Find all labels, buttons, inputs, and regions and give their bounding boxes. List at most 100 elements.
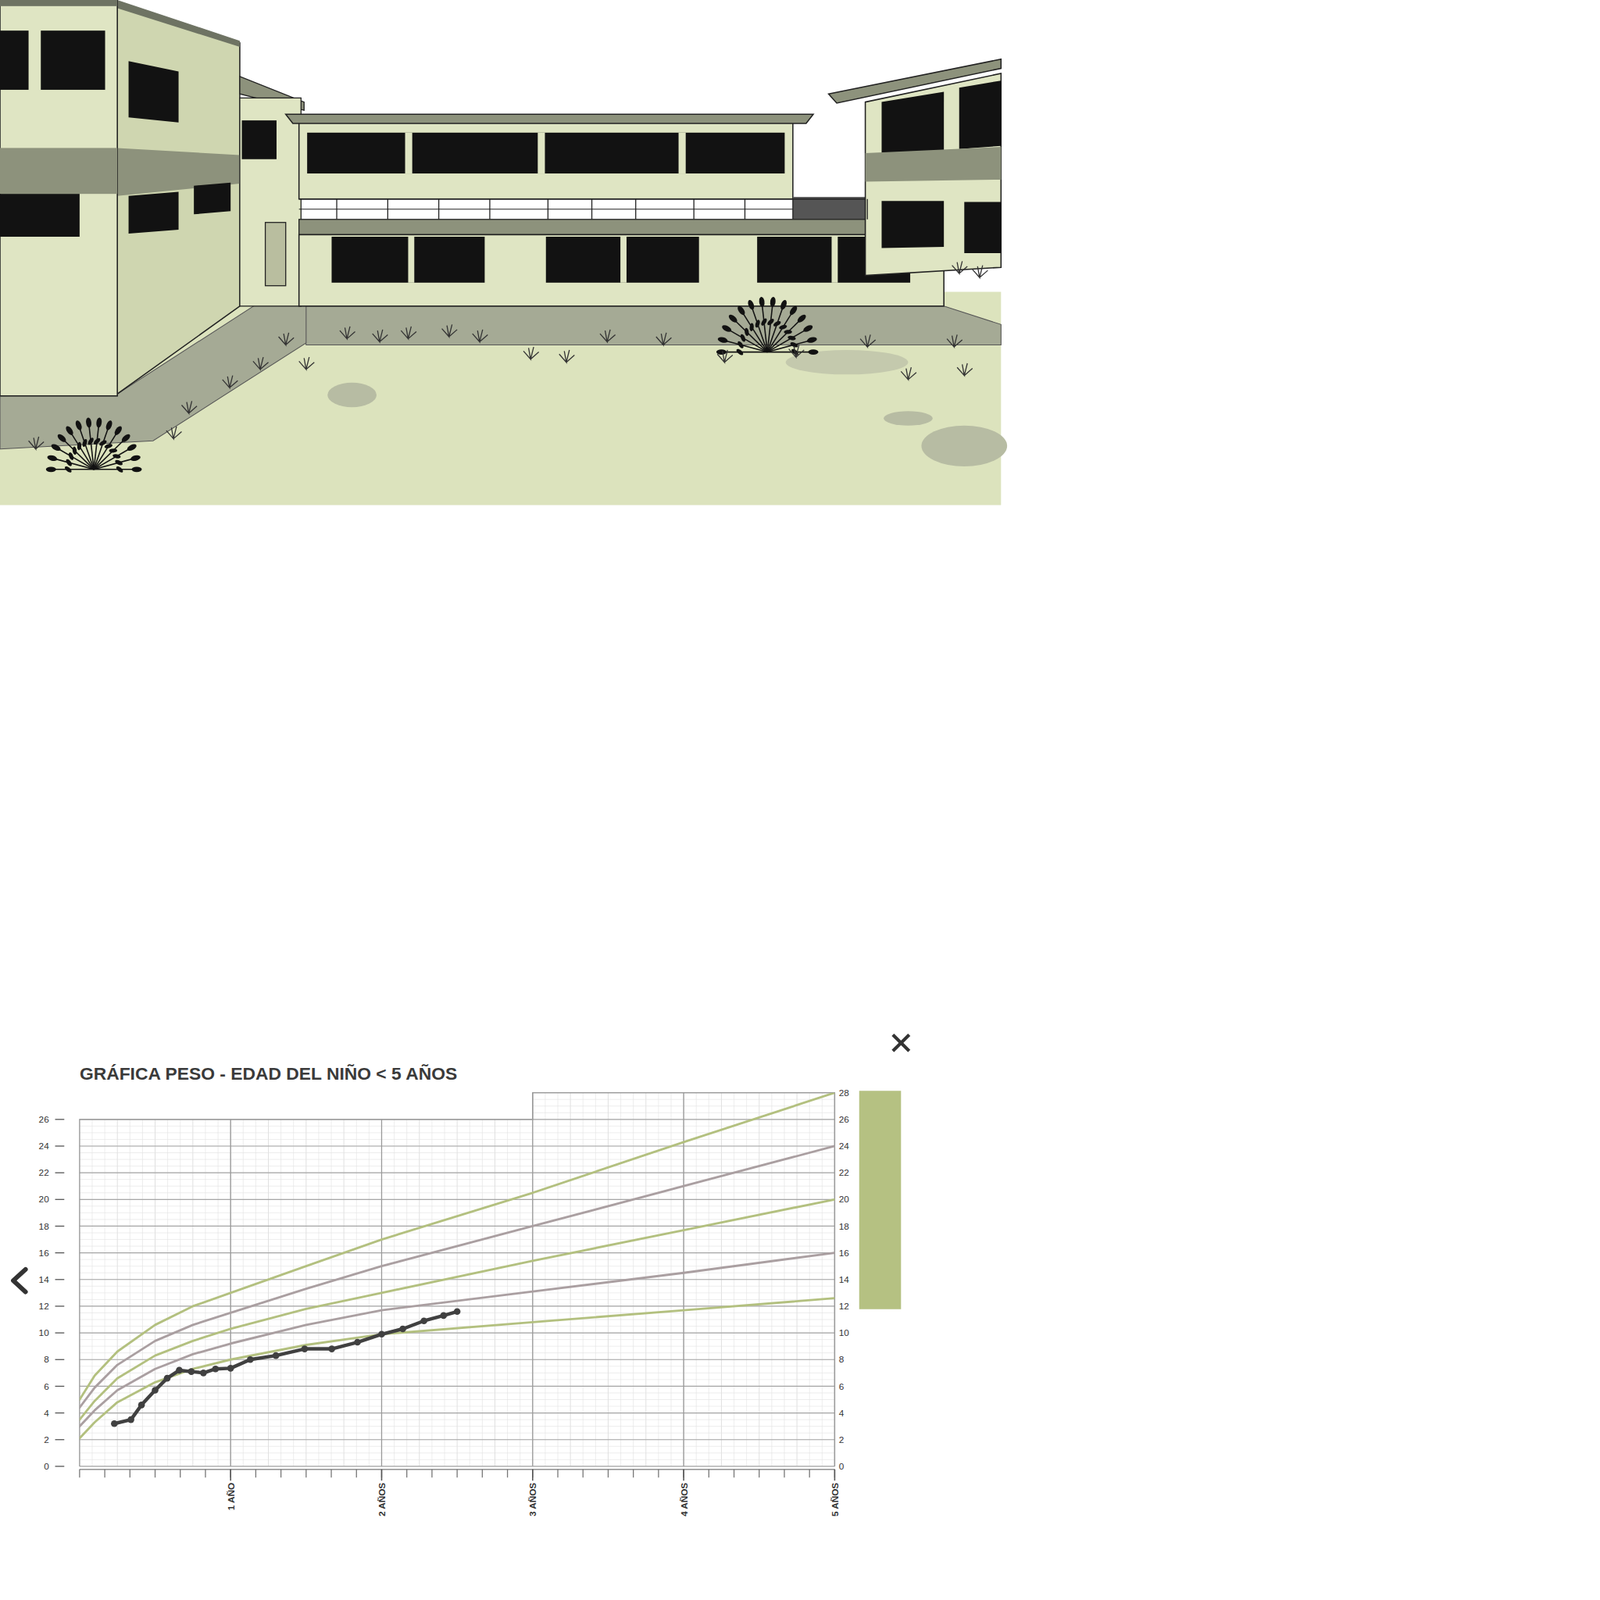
grass xyxy=(299,357,315,370)
wall xyxy=(299,234,944,306)
x-tick-label: 5 AÑOS xyxy=(829,1482,840,1517)
grass xyxy=(222,375,239,389)
leaf xyxy=(46,466,57,472)
leaf xyxy=(739,333,747,343)
grass xyxy=(946,334,963,347)
grid-minor xyxy=(79,1412,533,1414)
y-tick-label: 4 xyxy=(43,1407,50,1418)
y-tick xyxy=(55,1199,65,1200)
grass xyxy=(860,334,876,347)
ground-patch xyxy=(327,382,377,408)
leaf xyxy=(46,454,58,463)
grid-minor xyxy=(79,1339,533,1340)
grass xyxy=(278,332,295,346)
leaf xyxy=(76,442,82,451)
reference-curve xyxy=(79,1253,836,1427)
grass xyxy=(339,326,356,340)
x-minor-tick xyxy=(179,1469,181,1478)
grass xyxy=(472,329,489,343)
y-tick xyxy=(55,1332,65,1333)
mullion xyxy=(678,132,686,174)
x-minor-tick xyxy=(154,1469,156,1478)
mullion xyxy=(405,132,413,174)
y2-tick-label: 22 xyxy=(839,1167,850,1178)
grid-minor xyxy=(79,1459,533,1461)
grid-minor xyxy=(79,1419,533,1421)
x-minor-tick xyxy=(507,1469,508,1478)
y-tick-label: 20 xyxy=(39,1193,50,1204)
grid-minor xyxy=(79,1246,533,1247)
grid-minor xyxy=(79,1172,533,1174)
x-tick xyxy=(682,1469,685,1481)
grid-line xyxy=(79,1172,533,1174)
data-point xyxy=(328,1345,336,1353)
bush xyxy=(46,417,143,474)
back-button[interactable] xyxy=(13,1269,26,1293)
grass xyxy=(952,260,968,274)
grass xyxy=(372,329,389,343)
building-front xyxy=(865,73,1002,276)
grid-minor xyxy=(79,1259,533,1261)
grid-line xyxy=(79,1145,533,1147)
x-minor-tick xyxy=(103,1469,105,1478)
x-minor-tick xyxy=(305,1469,307,1478)
grass xyxy=(957,363,973,376)
data-point xyxy=(246,1356,254,1364)
leaf xyxy=(758,296,765,308)
leaf xyxy=(74,419,83,432)
y-tick xyxy=(55,1118,65,1120)
grid-minor xyxy=(79,1446,533,1447)
grid-minor xyxy=(79,1225,533,1227)
grid-minor xyxy=(79,1218,533,1220)
close-hit[interactable] xyxy=(887,1029,915,1057)
data-point xyxy=(188,1367,196,1375)
wall xyxy=(299,122,793,200)
close-icon[interactable] xyxy=(892,1034,910,1051)
y-tick xyxy=(55,1252,65,1254)
leaf xyxy=(727,313,739,325)
leaf xyxy=(56,432,68,444)
grid-minor xyxy=(79,1452,533,1454)
grass xyxy=(656,332,672,346)
close-icon[interactable] xyxy=(892,1034,910,1051)
series-group xyxy=(79,1092,836,1439)
railing-post xyxy=(335,199,337,220)
grid-minor xyxy=(79,1432,533,1434)
y2-tick-label: 14 xyxy=(839,1274,850,1285)
branch xyxy=(721,351,768,354)
data-point xyxy=(301,1345,309,1353)
x-minor-tick xyxy=(406,1469,408,1478)
leaf xyxy=(96,417,103,429)
y-tick-label: 14 xyxy=(39,1274,50,1285)
data-point xyxy=(110,1420,118,1428)
x-minor-tick xyxy=(255,1469,257,1478)
grid-minor xyxy=(79,1425,533,1427)
window xyxy=(193,182,231,215)
branch xyxy=(767,328,808,353)
close-button[interactable] xyxy=(887,1029,915,1057)
leaf xyxy=(81,438,88,448)
grid-minor xyxy=(683,1092,685,1467)
grid-minor xyxy=(79,1272,533,1274)
grid-minor xyxy=(79,1278,533,1280)
leaf xyxy=(783,329,793,334)
x-tick-label: 3 AÑOS xyxy=(527,1482,538,1517)
y2-tick-label: 6 xyxy=(839,1381,845,1392)
mullion xyxy=(831,236,838,283)
x-minor-tick xyxy=(557,1469,558,1478)
mullion xyxy=(620,236,627,283)
grid-line xyxy=(79,1225,533,1227)
data-point xyxy=(439,1312,447,1320)
grass xyxy=(253,357,269,370)
x-tick xyxy=(381,1469,383,1481)
branch xyxy=(89,422,95,470)
grid-minor xyxy=(79,1185,533,1187)
branch xyxy=(93,468,137,471)
back-icon[interactable] xyxy=(13,1269,26,1293)
leaf xyxy=(760,317,768,327)
illustration xyxy=(0,0,1008,506)
leaf xyxy=(802,324,815,334)
y-tick-label: 6 xyxy=(43,1381,50,1392)
leaf xyxy=(721,324,733,334)
data-point xyxy=(227,1364,235,1372)
